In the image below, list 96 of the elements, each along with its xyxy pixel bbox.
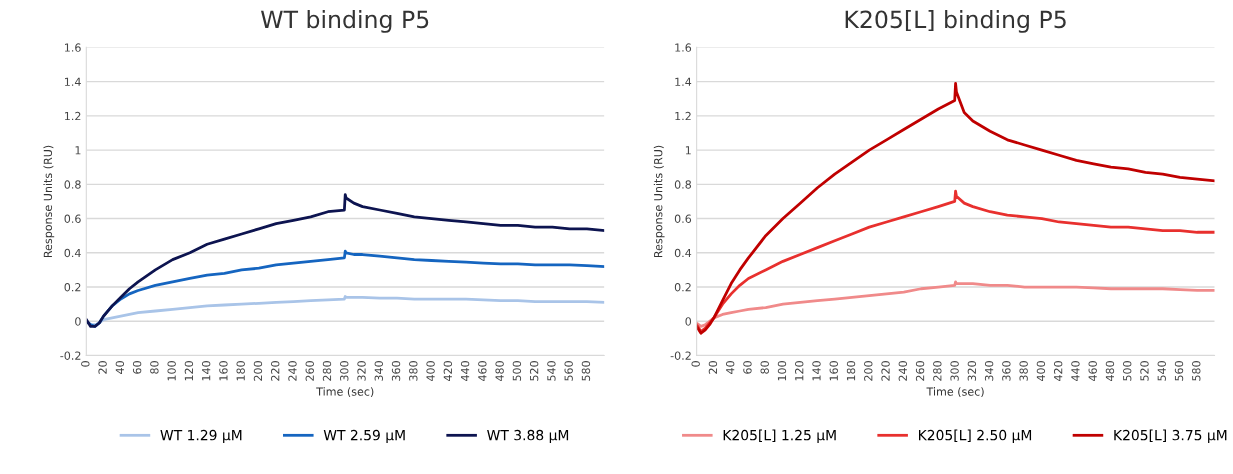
x-tick-label: 40 xyxy=(115,361,125,374)
y-tick-label: 0.6 xyxy=(674,214,692,223)
y-tick-label: -0.2 xyxy=(670,351,691,360)
x-tick-label: 100 xyxy=(777,361,787,381)
legend-label: K205[L] 3.75 µM xyxy=(1114,429,1227,444)
x-tick-label: 120 xyxy=(184,361,194,381)
x-tick-label: 400 xyxy=(426,361,435,382)
y-tick-label: 0.2 xyxy=(64,283,81,292)
x-tick-label: 460 xyxy=(478,361,487,382)
legend-label: K205[L] 2.50 µM xyxy=(919,429,1032,444)
y-tick-label: 1.4 xyxy=(65,77,81,86)
y-axis-title: Response Units (RU) xyxy=(653,145,665,258)
x-tick-label: 280 xyxy=(933,361,942,381)
y-tick-label: 1.6 xyxy=(675,43,692,52)
line-series xyxy=(86,193,605,328)
line-series xyxy=(696,81,1215,335)
y-tick-label: 0.4 xyxy=(674,248,692,258)
y-tick-label: 0.8 xyxy=(64,180,81,189)
x-tick-label: 300 xyxy=(340,361,349,381)
y-tick-label: 0.6 xyxy=(64,214,81,223)
chart-title: K205[L] binding P5 xyxy=(845,10,1066,33)
y-tick-label: 1.2 xyxy=(65,111,81,121)
legend-label: WT 2.59 µM xyxy=(323,429,405,444)
x-tick-label: 200 xyxy=(253,361,263,381)
x-tick-label: 140 xyxy=(201,361,211,381)
x-tick-label: 460 xyxy=(1088,361,1097,382)
y-tick-label: 0 xyxy=(75,317,81,326)
x-tick-label: 40 xyxy=(725,361,735,374)
x-tick-label: 120 xyxy=(795,361,804,381)
x-tick-label: 380 xyxy=(1019,361,1028,381)
y-tick-label: 0.4 xyxy=(64,248,81,258)
x-tick-label: 580 xyxy=(1192,361,1201,381)
x-tick-label: 300 xyxy=(950,361,959,381)
x-tick-label: 240 xyxy=(288,361,297,381)
x-tick-label: 560 xyxy=(564,361,573,381)
x-tick-label: 100 xyxy=(167,361,176,381)
x-tick-label: 340 xyxy=(374,361,383,381)
x-tick-label: 160 xyxy=(219,361,228,381)
x-tick-label: 260 xyxy=(305,361,314,381)
x-tick-label: 220 xyxy=(271,361,280,381)
y-tick-label: -0.2 xyxy=(60,351,81,360)
x-tick-label: 560 xyxy=(1174,361,1184,381)
x-tick-label: 240 xyxy=(898,361,908,381)
x-tick-label: 480 xyxy=(1105,361,1115,382)
x-tick-label: 440 xyxy=(460,361,470,382)
x-tick-label: 260 xyxy=(915,361,925,381)
legend-label: WT 3.88 µM xyxy=(487,429,569,444)
line-series xyxy=(696,189,1215,333)
legend-label: WT 1.29 µM xyxy=(160,429,242,444)
x-tick-label: 140 xyxy=(812,361,821,381)
x-tick-label: 440 xyxy=(1071,361,1080,382)
x-tick-label: 20 xyxy=(708,361,718,374)
x-tick-label: 500 xyxy=(512,361,522,381)
x-tick-label: 60 xyxy=(132,361,142,374)
x-tick-label: 180 xyxy=(236,361,245,381)
x-tick-label: 360 xyxy=(391,361,401,381)
x-tick-label: 0 xyxy=(81,361,90,367)
x-axis-title: Time (sec) xyxy=(316,387,374,398)
chart-title: WT binding P5 xyxy=(261,10,429,33)
x-tick-label: 160 xyxy=(829,361,838,381)
x-tick-label: 520 xyxy=(529,361,539,381)
x-tick-label: 400 xyxy=(1036,361,1046,382)
x-tick-label: 320 xyxy=(967,361,977,381)
x-tick-label: 320 xyxy=(357,361,366,381)
x-tick-label: 220 xyxy=(881,361,890,381)
x-tick-label: 60 xyxy=(743,361,752,374)
y-tick-label: 0.2 xyxy=(674,283,691,292)
x-axis-title: Time (sec) xyxy=(926,387,984,398)
y-tick-label: 1 xyxy=(75,146,81,155)
y-tick-label: 0 xyxy=(685,317,692,326)
y-tick-label: 1.4 xyxy=(675,77,692,86)
x-tick-label: 380 xyxy=(409,361,418,381)
y-tick-label: 1.6 xyxy=(65,43,81,52)
y-tick-label: 1.2 xyxy=(675,111,691,121)
x-tick-label: 500 xyxy=(1123,361,1132,381)
x-tick-label: 80 xyxy=(150,361,159,374)
x-tick-label: 480 xyxy=(495,361,504,382)
x-tick-label: 540 xyxy=(1157,361,1166,381)
x-tick-label: 80 xyxy=(760,361,769,374)
x-tick-label: 20 xyxy=(98,361,107,374)
legend-label: K205[L] 1.25 µM xyxy=(723,429,836,444)
line-series xyxy=(696,280,1215,328)
x-tick-label: 280 xyxy=(322,361,332,381)
x-tick-label: 200 xyxy=(864,361,873,381)
y-axis-title: Response Units (RU) xyxy=(43,145,55,258)
x-tick-label: 580 xyxy=(581,361,591,381)
x-tick-label: 360 xyxy=(1002,361,1011,381)
x-tick-label: 340 xyxy=(984,361,994,381)
x-tick-label: 520 xyxy=(1140,361,1149,381)
y-tick-label: 1 xyxy=(685,146,691,155)
x-tick-label: 540 xyxy=(547,361,556,381)
x-tick-label: 0 xyxy=(691,361,700,367)
y-tick-label: 0.8 xyxy=(674,180,692,189)
x-tick-label: 180 xyxy=(846,361,856,381)
x-tick-label: 420 xyxy=(443,361,453,382)
x-tick-label: 420 xyxy=(1053,361,1063,382)
